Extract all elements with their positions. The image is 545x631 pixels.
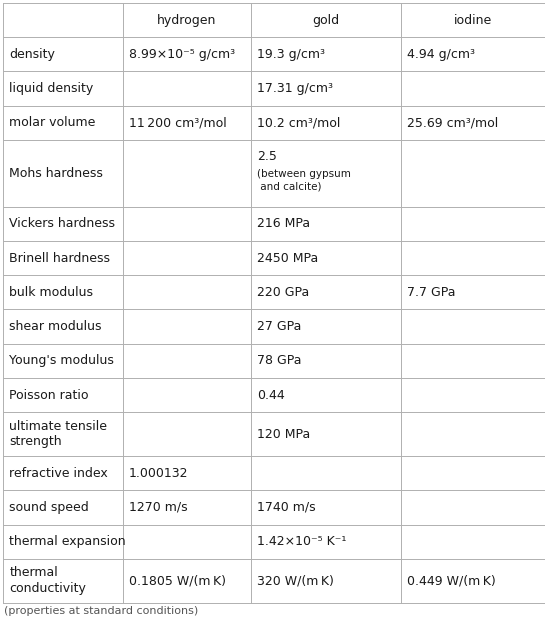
Text: 1.42×10⁻⁵ K⁻¹: 1.42×10⁻⁵ K⁻¹ — [257, 535, 347, 548]
Text: 25.69 cm³/mol: 25.69 cm³/mol — [407, 116, 498, 129]
Text: (properties at standard conditions): (properties at standard conditions) — [4, 606, 198, 616]
Text: thermal expansion: thermal expansion — [9, 535, 126, 548]
Text: 0.1805 W/(m K): 0.1805 W/(m K) — [129, 574, 226, 587]
Text: 2.5: 2.5 — [257, 150, 277, 163]
Text: shear modulus: shear modulus — [9, 320, 102, 333]
Text: liquid density: liquid density — [9, 82, 94, 95]
Text: sound speed: sound speed — [9, 501, 89, 514]
Text: 0.44: 0.44 — [257, 389, 285, 401]
Text: 8.99×10⁻⁵ g/cm³: 8.99×10⁻⁵ g/cm³ — [129, 48, 235, 61]
Text: 1740 m/s: 1740 m/s — [257, 501, 316, 514]
Text: 78 GPa: 78 GPa — [257, 355, 302, 367]
Text: 216 MPa: 216 MPa — [257, 217, 310, 230]
Text: refractive index: refractive index — [9, 467, 108, 480]
Text: 10.2 cm³/mol: 10.2 cm³/mol — [257, 116, 341, 129]
Text: (between gypsum
 and calcite): (between gypsum and calcite) — [257, 170, 351, 192]
Text: Mohs hardness: Mohs hardness — [9, 167, 103, 180]
Text: 0.449 W/(m K): 0.449 W/(m K) — [407, 574, 496, 587]
Text: 11 200 cm³/mol: 11 200 cm³/mol — [129, 116, 227, 129]
Text: 27 GPa: 27 GPa — [257, 320, 301, 333]
Text: 19.3 g/cm³: 19.3 g/cm³ — [257, 48, 325, 61]
Text: molar volume: molar volume — [9, 116, 95, 129]
Text: Vickers hardness: Vickers hardness — [9, 217, 115, 230]
Text: 320 W/(m K): 320 W/(m K) — [257, 574, 334, 587]
Text: density: density — [9, 48, 55, 61]
Text: 17.31 g/cm³: 17.31 g/cm³ — [257, 82, 333, 95]
Text: 7.7 GPa: 7.7 GPa — [407, 286, 456, 299]
Text: 220 GPa: 220 GPa — [257, 286, 310, 299]
Text: 2450 MPa: 2450 MPa — [257, 252, 318, 264]
Text: 120 MPa: 120 MPa — [257, 428, 311, 440]
Text: 1.000132: 1.000132 — [129, 467, 189, 480]
Text: 4.94 g/cm³: 4.94 g/cm³ — [407, 48, 475, 61]
Text: Poisson ratio: Poisson ratio — [9, 389, 89, 401]
Text: 1270 m/s: 1270 m/s — [129, 501, 188, 514]
Text: thermal
conductivity: thermal conductivity — [9, 567, 86, 595]
Text: bulk modulus: bulk modulus — [9, 286, 93, 299]
Text: Young's modulus: Young's modulus — [9, 355, 114, 367]
Text: iodine: iodine — [453, 14, 492, 27]
Text: hydrogen: hydrogen — [157, 14, 216, 27]
Text: Brinell hardness: Brinell hardness — [9, 252, 110, 264]
Text: gold: gold — [312, 14, 339, 27]
Text: ultimate tensile
strength: ultimate tensile strength — [9, 420, 107, 449]
